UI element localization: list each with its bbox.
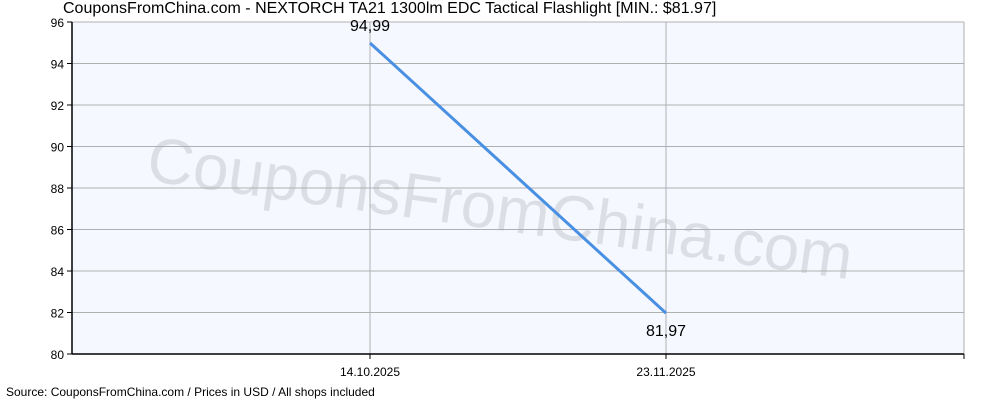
y-tick-label: 82 — [51, 307, 65, 321]
y-tick-label: 92 — [51, 99, 65, 113]
x-tick-label: 23.11.2025 — [636, 365, 695, 379]
y-tick-label: 88 — [51, 182, 65, 196]
y-tick-label: 96 — [51, 16, 65, 30]
x-tick-label: 14.10.2025 — [340, 365, 400, 379]
source-note: Source: CouponsFromChina.com / Prices in… — [6, 385, 375, 399]
data-label: 81,97 — [646, 323, 686, 340]
y-tick-label: 90 — [51, 141, 65, 155]
y-tick-label: 86 — [51, 224, 65, 238]
y-tick-label: 80 — [51, 348, 65, 362]
y-tick-label: 94 — [51, 58, 65, 72]
y-tick-label: 84 — [51, 265, 65, 279]
chart-title: CouponsFromChina.com - NEXTORCH TA21 130… — [63, 0, 717, 17]
data-label: 94,99 — [350, 18, 390, 35]
price-line — [368, 41, 668, 315]
